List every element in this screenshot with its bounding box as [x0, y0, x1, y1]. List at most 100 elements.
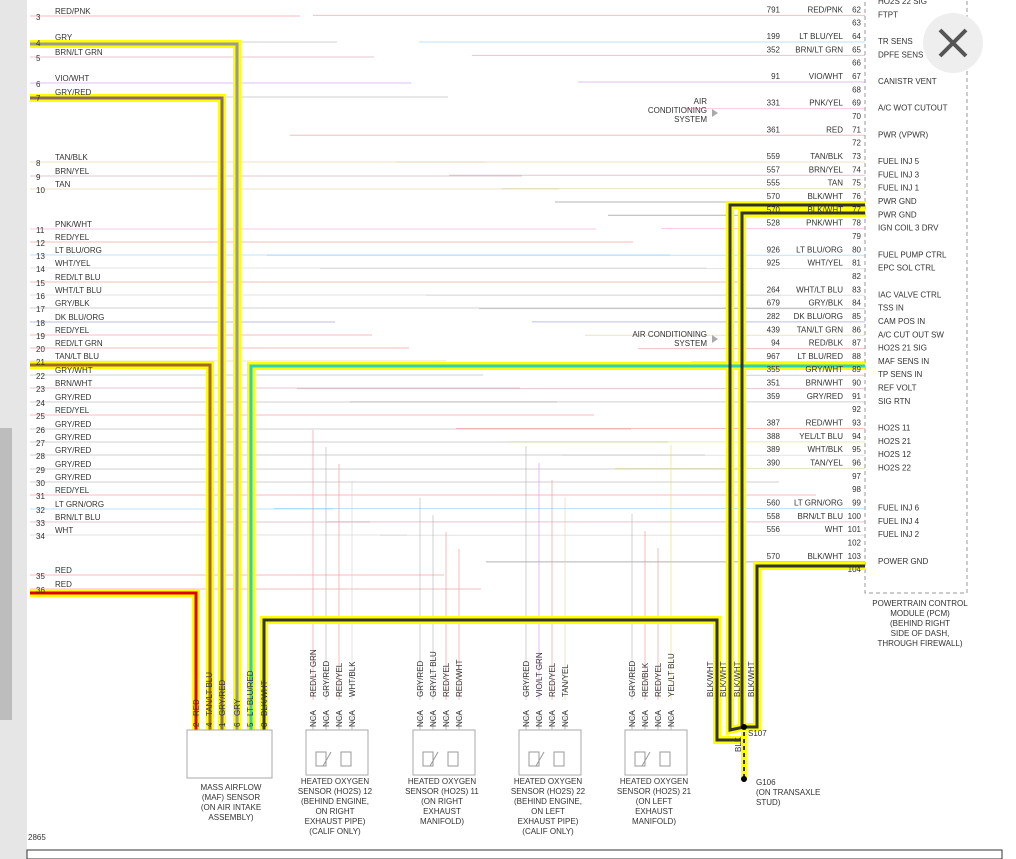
circuit-number: 570	[767, 552, 781, 561]
sensor-pin: NCA	[561, 709, 570, 727]
connector-caption: EXHAUST	[423, 807, 461, 816]
connector-caption: MANIFOLD)	[632, 817, 676, 826]
pin-number: 20	[36, 345, 45, 354]
figure-id: 2865	[28, 833, 46, 842]
pin-number: 78	[852, 219, 861, 228]
pcm-function: IGN COIL 3 DRV	[878, 224, 939, 233]
connector-caption: HEATED OXYGEN	[514, 777, 583, 786]
pcm-label: THROUGH FIREWALL)	[877, 639, 962, 648]
pin-number: 22	[36, 372, 45, 381]
pin-number: 101	[848, 525, 862, 534]
pin-number: 71	[852, 125, 861, 134]
maf-pin: 1	[218, 722, 227, 727]
pcm-function: FUEL INJ 5	[878, 157, 920, 166]
maf-wire-color: LT BLU/RED	[246, 670, 255, 716]
sensor-wire-color: TAN/YEL	[561, 664, 570, 697]
pin-number: 98	[852, 485, 861, 494]
circuit-number: 389	[767, 445, 781, 454]
connector-caption: (MAF) SENSOR	[202, 793, 260, 802]
close-icon[interactable]	[938, 28, 968, 58]
pcm-label: POWERTRAIN CONTROL	[872, 599, 968, 608]
wire-color: DK BLU/ORG	[55, 313, 104, 322]
pin-number: 16	[36, 292, 45, 301]
pcm-function: HO2S 21	[878, 437, 911, 446]
sensor-wire-color: RED/WHT	[455, 660, 464, 697]
sensor-pin: NCA	[654, 709, 663, 727]
pcm-function: TSS IN	[878, 304, 904, 313]
pin-number: 75	[852, 179, 861, 188]
wire-color: GRY/RED	[55, 446, 92, 455]
wire-color: RED	[55, 566, 72, 575]
pin-number: 9	[36, 173, 41, 182]
pin-number: 69	[852, 99, 861, 108]
circuit-number: 679	[767, 299, 781, 308]
sensor-wire-color: GRY/RED	[628, 660, 637, 697]
pin-number: 95	[852, 445, 861, 454]
wire-color: BRN/LT GRN	[55, 48, 103, 57]
wire-color: GRY/RED	[55, 88, 92, 97]
ac-note: CONDITIONING	[648, 106, 707, 115]
circuit-number: 570	[767, 205, 781, 214]
pin-number: 99	[852, 499, 861, 508]
close-button[interactable]	[923, 13, 983, 73]
pin-number: 63	[852, 19, 861, 28]
pin-number: 4	[36, 39, 41, 48]
wire-color: LT BLU/RED	[798, 352, 844, 361]
sensor-pin: NCA	[429, 709, 438, 727]
wire-color: PNK/WHT	[55, 220, 92, 229]
pcm-function: PWR (VPWR)	[878, 130, 929, 139]
connector-caption: EXHAUST	[635, 807, 673, 816]
pin-number: 83	[852, 285, 861, 294]
circuit-number: 282	[767, 312, 781, 321]
scrollbar	[0, 428, 12, 720]
pin-number: 86	[852, 325, 861, 334]
wire-color: GRY/BLK	[55, 299, 90, 308]
wire-color: YEL/LT BLU	[799, 432, 843, 441]
sensor-wire-color: GRY/RED	[416, 660, 425, 697]
wire-color: GRY/RED	[55, 420, 92, 429]
pin-number: 32	[36, 506, 45, 515]
pin-number: 11	[36, 226, 45, 235]
wire-color: WHT/YEL	[807, 259, 843, 268]
sensor-wire-color: RED/LT GRN	[309, 649, 318, 697]
pcm-function: IAC VALVE CTRL	[878, 290, 942, 299]
ground-note: STUD)	[756, 798, 781, 807]
connector-caption: ON RIGHT	[315, 807, 354, 816]
ground-wire: BLK	[734, 736, 743, 752]
wire-color: TAN/BLK	[810, 152, 843, 161]
circuit-number: 570	[767, 192, 781, 201]
pin-number: 85	[852, 312, 861, 321]
pin-number: 35	[36, 572, 45, 581]
highlighted-wires	[30, 40, 865, 779]
pcm-function: HO2S 11	[878, 424, 911, 433]
pin-number: 104	[848, 565, 862, 574]
wire-color: BRN/WHT	[806, 379, 843, 388]
wire-color: VIO/WHT	[809, 72, 843, 81]
pin-number: 13	[36, 252, 45, 261]
pcm-function: CAM POS IN	[878, 317, 925, 326]
circuit-number: 387	[767, 419, 781, 428]
pcm-function: TR SENS	[878, 37, 913, 46]
wire-color: GRY/RED	[55, 433, 92, 442]
wire-color: GRY/WHT	[805, 365, 843, 374]
connector-caption: EXHAUST PIPE)	[305, 817, 366, 826]
wire-color: RED/PNK	[55, 7, 91, 16]
pin-number: 15	[36, 279, 45, 288]
pcm-function: FUEL INJ 2	[878, 530, 920, 539]
pcm-function: POWER GND	[878, 557, 928, 566]
pin-number: 87	[852, 339, 861, 348]
pcm-function: FUEL INJ 6	[878, 504, 920, 513]
wire-color: RED/YEL	[55, 233, 90, 242]
pin-number: 19	[36, 332, 45, 341]
wire-color: GRY	[55, 33, 73, 42]
sensor-wire-color: GRY/RED	[322, 660, 331, 697]
circuit-number: 528	[767, 219, 781, 228]
sensor-pin: NCA	[416, 709, 425, 727]
connector-caption: SENSOR (HO2S) 11	[405, 787, 479, 796]
pin-number: 81	[852, 259, 861, 268]
pin-number: 66	[852, 59, 861, 68]
wire-color: RED	[55, 580, 72, 589]
pin-number: 102	[848, 539, 862, 548]
circuit-number: 925	[767, 259, 781, 268]
